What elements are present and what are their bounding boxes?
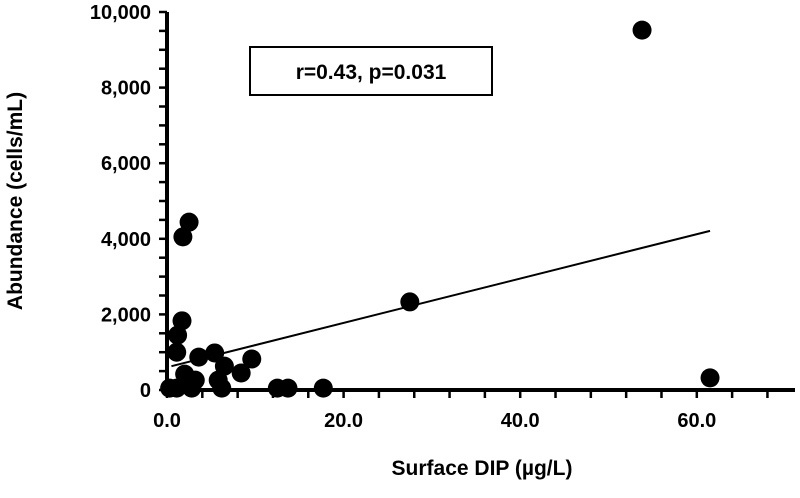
y-tick-label: 4,000 (101, 229, 151, 251)
annotation-text: r=0.43, p=0.031 (296, 61, 447, 84)
trend-line (171, 229, 711, 368)
y-tick-label: 8,000 (101, 78, 151, 100)
data-point (168, 325, 188, 345)
data-point (179, 212, 199, 232)
data-point (189, 347, 209, 367)
data-point (167, 342, 187, 362)
x-tick-label: 40.0 (501, 410, 540, 432)
y-tick-label: 2,000 (101, 304, 151, 326)
data-point (278, 378, 298, 398)
x-tick-label: 0.0 (153, 410, 181, 432)
data-point (182, 378, 202, 398)
annotation-box (249, 46, 493, 96)
data-point (173, 227, 193, 247)
data-point (632, 20, 652, 40)
data-point (212, 378, 232, 398)
x-tick-label: 20.0 (324, 410, 363, 432)
data-point (400, 292, 420, 312)
data-point (172, 311, 192, 331)
data-point (242, 349, 262, 369)
y-tick-label: 0 (140, 380, 151, 402)
y-tick-label: 10,000 (90, 2, 151, 24)
data-point (231, 363, 251, 383)
data-point (700, 368, 720, 388)
data-point (167, 378, 187, 398)
x-axis-label: Surface DIP (µg/L) (392, 457, 573, 480)
y-tick-label: 6,000 (101, 153, 151, 175)
data-point (313, 378, 333, 398)
data-point (205, 343, 225, 363)
x-tick-label: 60.0 (677, 410, 716, 432)
y-axis-label: Abundance (cells/mL) (4, 92, 27, 310)
